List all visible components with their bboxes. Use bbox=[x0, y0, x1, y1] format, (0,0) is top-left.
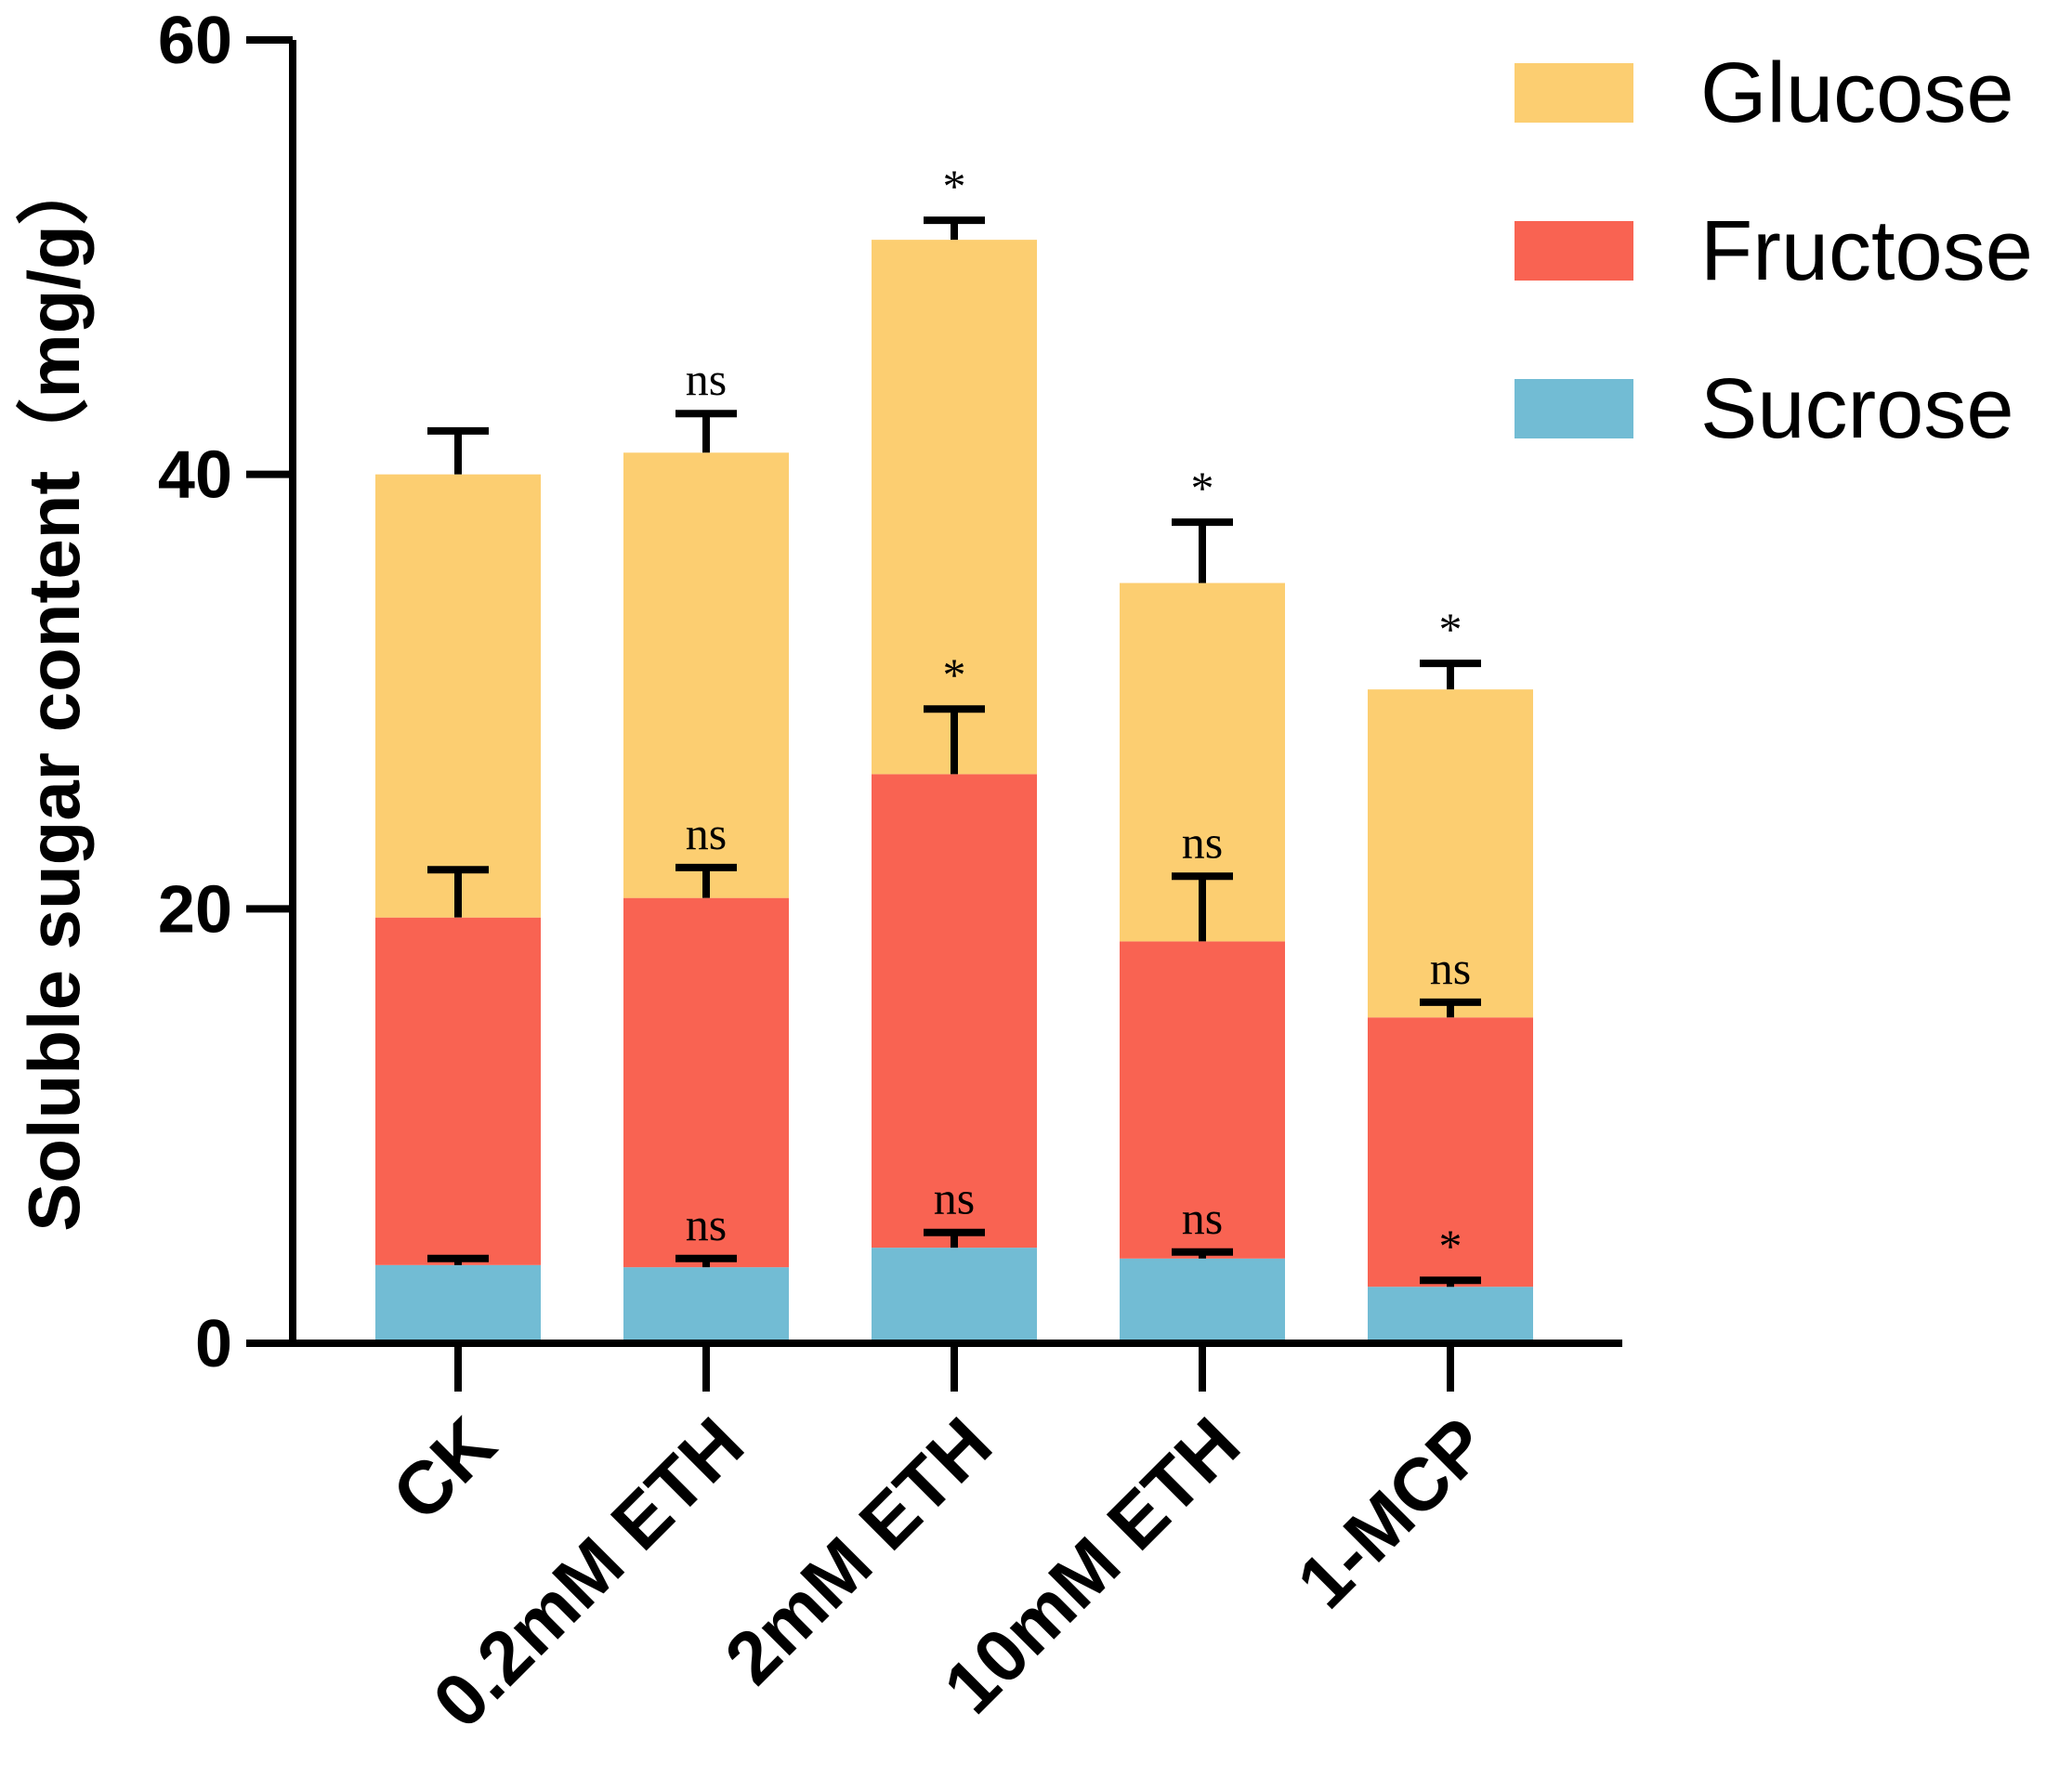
legend-swatch-glucose bbox=[1515, 63, 1633, 123]
significance-fructose-1: ns bbox=[686, 807, 727, 859]
significance-sucrose-4: * bbox=[1439, 1220, 1462, 1272]
bar-fructose-0 bbox=[375, 917, 541, 1265]
significance-sucrose-1: ns bbox=[686, 1198, 727, 1250]
significance-labels-layer: ns ns ns ns * * ns ns * * ns * bbox=[686, 160, 1471, 1272]
bar-fructose-2 bbox=[872, 774, 1037, 1248]
bar-sucrose-1 bbox=[623, 1267, 789, 1343]
significance-glucose-3: * bbox=[1191, 462, 1214, 514]
legend-label-fructose: Fructose bbox=[1700, 203, 2033, 298]
error-bar-sucrose-0 bbox=[427, 1254, 489, 1265]
error-bar-glucose-0 bbox=[427, 426, 489, 475]
bars-layer bbox=[375, 240, 1533, 1343]
significance-sucrose-3: ns bbox=[1182, 1192, 1223, 1244]
error-bar-fructose-3 bbox=[1172, 872, 1233, 942]
bar-sucrose-2 bbox=[872, 1248, 1037, 1343]
error-bar-glucose-1 bbox=[675, 410, 737, 453]
error-bar-glucose-2 bbox=[924, 216, 985, 241]
significance-glucose-1: ns bbox=[686, 353, 727, 405]
bar-sucrose-3 bbox=[1120, 1258, 1285, 1343]
legend-label-sucrose: Sucrose bbox=[1700, 361, 2014, 456]
y-tick-label-0: 0 bbox=[195, 1307, 232, 1381]
error-bar-sucrose-4 bbox=[1420, 1276, 1481, 1288]
x-tick-label-0: CK bbox=[376, 1402, 511, 1536]
error-bar-glucose-3 bbox=[1172, 518, 1233, 583]
significance-glucose-4: * bbox=[1439, 603, 1462, 655]
error-bar-fructose-2 bbox=[924, 705, 985, 775]
significance-fructose-2: * bbox=[943, 648, 966, 700]
bar-glucose-4 bbox=[1368, 689, 1533, 1018]
error-bars-layer bbox=[427, 216, 1481, 1288]
bar-sucrose-0 bbox=[375, 1264, 541, 1343]
y-axis-label: Soluble sugar content（mg/g） bbox=[13, 152, 95, 1231]
error-bar-sucrose-3 bbox=[1172, 1248, 1233, 1259]
legend-label-glucose: Glucose bbox=[1700, 46, 2014, 140]
error-bar-sucrose-2 bbox=[924, 1228, 985, 1248]
bar-glucose-2 bbox=[872, 240, 1037, 775]
bar-fructose-4 bbox=[1368, 1017, 1533, 1288]
significance-fructose-4: ns bbox=[1430, 942, 1471, 994]
legend: Glucose Fructose Sucrose bbox=[1515, 46, 2033, 456]
significance-fructose-3: ns bbox=[1182, 816, 1223, 868]
bar-glucose-1 bbox=[623, 452, 789, 898]
y-tick-label-60: 60 bbox=[158, 4, 232, 78]
error-bar-fructose-1 bbox=[675, 863, 737, 898]
bar-glucose-0 bbox=[375, 474, 541, 918]
legend-swatch-sucrose bbox=[1515, 379, 1633, 438]
bar-fructose-3 bbox=[1120, 941, 1285, 1259]
x-tick-label-4: 1-MCP bbox=[1281, 1402, 1503, 1624]
y-ticks-layer: 0 20 40 60 bbox=[158, 4, 293, 1381]
significance-sucrose-2: ns bbox=[934, 1172, 975, 1224]
y-tick-label-40: 40 bbox=[158, 438, 232, 513]
bar-fructose-1 bbox=[623, 897, 789, 1268]
y-tick-label-20: 20 bbox=[158, 872, 232, 947]
error-bar-sucrose-1 bbox=[675, 1254, 737, 1268]
legend-swatch-fructose bbox=[1515, 221, 1633, 281]
significance-glucose-2: * bbox=[943, 160, 966, 212]
error-bar-fructose-4 bbox=[1420, 998, 1481, 1018]
bar-sucrose-4 bbox=[1368, 1287, 1533, 1343]
error-bar-glucose-4 bbox=[1420, 660, 1481, 690]
error-bar-fructose-0 bbox=[427, 866, 489, 918]
